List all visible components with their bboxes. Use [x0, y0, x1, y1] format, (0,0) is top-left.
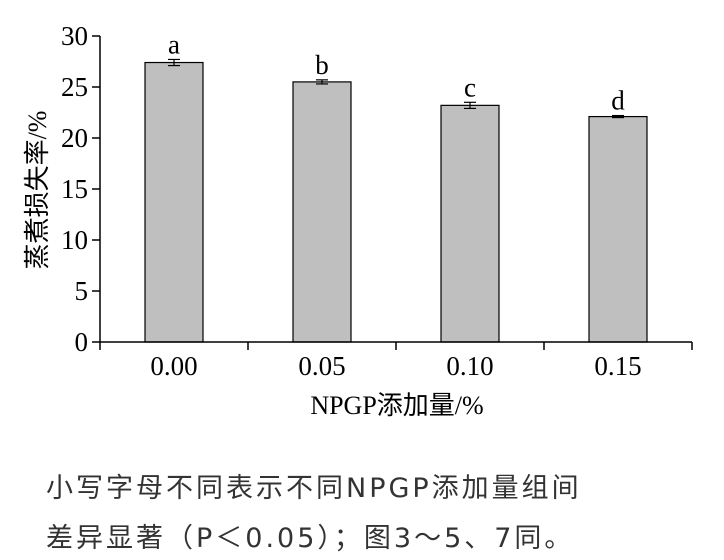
bars-layer: [144, 58, 648, 343]
axes-layer: [92, 35, 693, 350]
y-tick-label-0: 0: [75, 327, 89, 357]
bar-chart: a 0.00 b 0.05 c 0.10 d 0.15 0 5 10 15 20 25 30 蒸煮损失率/%…: [23, 21, 693, 420]
y-tick-label-30: 30: [61, 21, 88, 51]
bar-0.15: [588, 115, 648, 343]
x-tick-label-0.05: 0.05: [298, 351, 345, 381]
bar-0.05: [292, 81, 352, 343]
labels-layer: a 0.00 b 0.05 c 0.10 d 0.15 0 5 10 15 20 25 30: [61, 21, 642, 381]
bar-0.00: [144, 61, 204, 343]
y-tick-label-25: 25: [61, 72, 88, 102]
significance-label-d: d: [611, 86, 625, 116]
significance-label-b: b: [315, 50, 329, 80]
significance-label-c: c: [464, 72, 476, 102]
x-tick-label-0.15: 0.15: [594, 351, 641, 381]
y-tick-label-5: 5: [75, 276, 89, 306]
figure-caption-line-1: 小写字母不同表示不同NPGP添加量组间: [46, 473, 582, 504]
x-tick-label-0.10: 0.10: [446, 351, 493, 381]
y-tick-label-15: 15: [61, 174, 88, 204]
significance-label-a: a: [168, 29, 180, 59]
y-tick-label-10: 10: [61, 225, 88, 255]
figure-caption-line-2: 差异显著（P＜0.05）；图3～5、7同。: [46, 523, 575, 554]
y-axis-title: 蒸煮损失率/%: [23, 111, 52, 270]
bar-0.10: [440, 104, 500, 343]
x-tick-label-0.00: 0.00: [150, 351, 197, 381]
x-axis-title: NPGP添加量/%: [310, 391, 483, 420]
y-tick-label-20: 20: [61, 123, 88, 153]
